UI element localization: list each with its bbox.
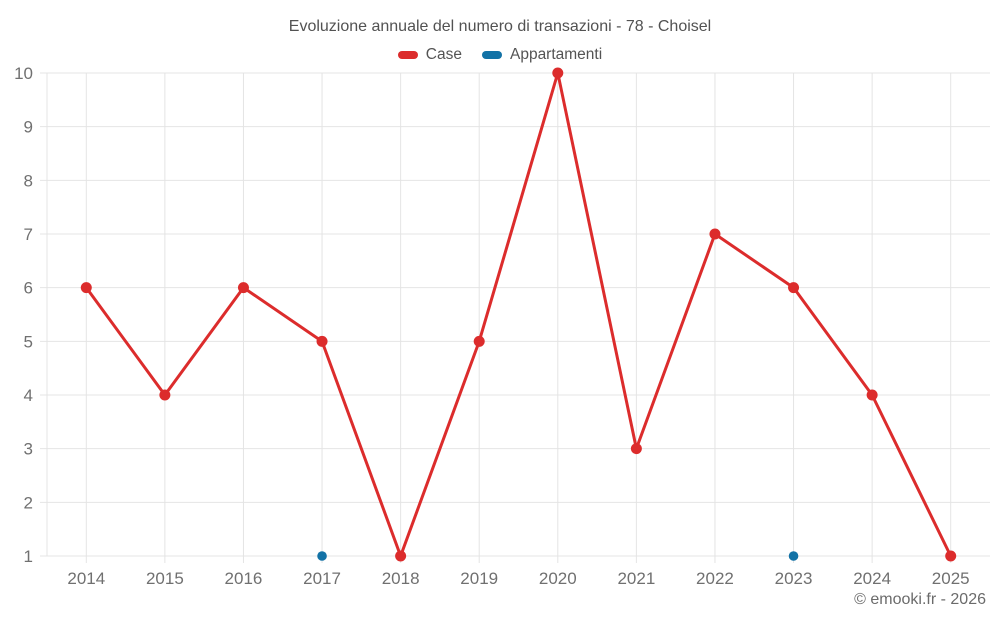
x-axis-tick-label: 2015 [146,569,184,588]
y-axis-tick-label: 5 [24,332,33,351]
x-axis-tick-label: 2018 [382,569,420,588]
data-point-case-2019[interactable] [473,335,485,347]
data-point-case-2016[interactable] [237,282,249,294]
x-axis-tick-label: 2023 [775,569,813,588]
x-axis-tick-label: 2021 [617,569,655,588]
y-axis-tick-label: 4 [24,386,33,405]
data-point-case-2024[interactable] [866,389,878,401]
series-line-case [85,71,953,558]
data-point-case-2022[interactable] [709,228,721,240]
y-axis-tick-label: 3 [24,440,33,459]
data-point-case-2021[interactable] [630,443,642,455]
y-axis-tick-label: 9 [24,118,33,137]
data-point-case-2020[interactable] [552,67,564,79]
y-axis-tick-label: 2 [24,493,33,512]
legend-item-case[interactable]: Case [397,46,462,64]
appartamenti-series-swatch-icon [481,51,502,59]
x-axis-tick-label: 2020 [539,569,577,588]
x-axis-tick-label: 2025 [932,569,970,588]
data-point-case-2017[interactable] [316,335,328,347]
data-point-case-2018[interactable] [395,550,407,562]
y-axis-tick-label: 8 [24,171,33,190]
chart-title: Evoluzione annuale del numero di transaz… [288,18,712,35]
x-axis-tick-label: 2019 [460,569,498,588]
y-axis-tick-label: 10 [14,64,33,83]
data-point-case-2014[interactable] [80,282,92,294]
y-axis-tick-label: 6 [24,279,33,298]
watermark: © emooki.fr - 2026 [854,591,986,608]
data-point-case-2025[interactable] [945,550,957,562]
legend-label-appartamenti: Appartamenti [509,46,603,63]
data-point-case-2023[interactable] [788,282,800,294]
legend-label-case: Case [425,46,462,63]
x-axis-tick-label: 2014 [67,569,105,588]
legend-item-appartamenti[interactable]: Appartamenti [481,46,603,64]
x-axis-tick-label: 2017 [303,569,341,588]
x-axis-tick-label: 2016 [225,569,263,588]
data-point-case-2015[interactable] [159,389,171,401]
y-axis-tick-label: 7 [24,225,33,244]
case-series-swatch-icon [397,51,418,59]
x-axis-tick-label: 2024 [853,569,891,588]
data-point-appartamenti-2017[interactable] [317,551,327,561]
y-axis-tick-label: 1 [24,547,33,566]
chart-legend: Case Appartamenti [0,46,1000,64]
data-point-appartamenti-2023[interactable] [788,551,799,561]
x-axis-tick-label: 2022 [696,569,734,588]
